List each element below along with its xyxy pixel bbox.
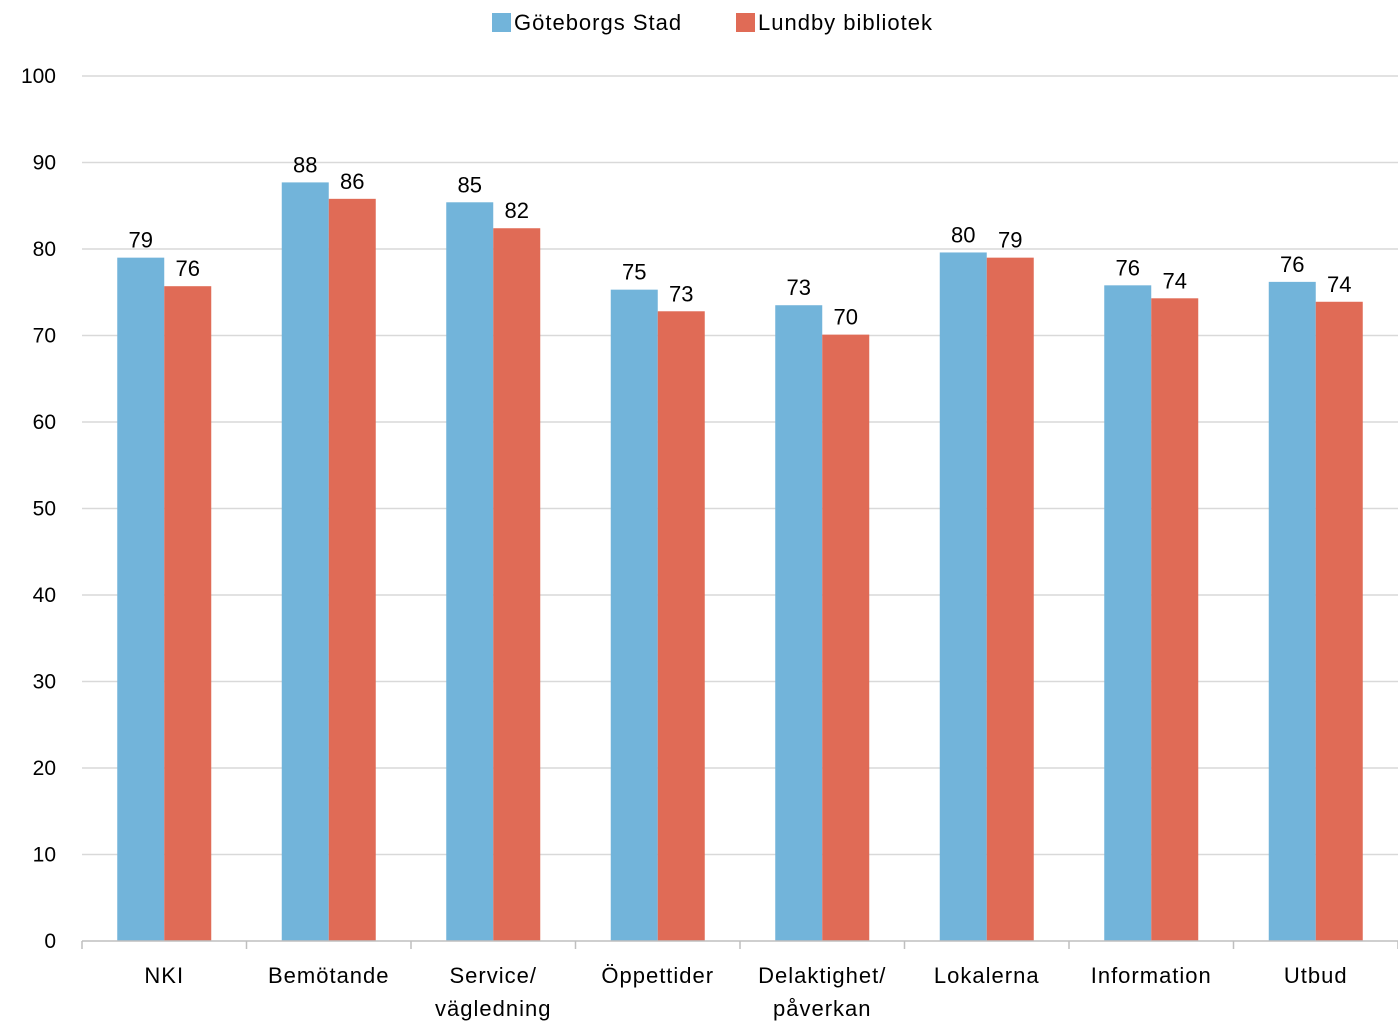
x-category-label: Lokalerna: [934, 963, 1040, 988]
legend-label-lundby-bibliotek: Lundby bibliotek: [758, 10, 933, 35]
bar-lundby-bibliotek: [822, 334, 870, 941]
bar-goteborgs-stad: [281, 182, 329, 941]
data-label: 70: [834, 305, 858, 330]
y-tick-label: 80: [33, 238, 56, 261]
bar-goteborgs-stad: [939, 252, 987, 941]
data-label: 73: [669, 281, 693, 306]
y-tick-label: 60: [33, 411, 56, 434]
data-label: 76: [1280, 252, 1304, 277]
bar-goteborgs-stad: [775, 305, 823, 942]
x-axis: NKI Bemötande Service/vägledning Öppettider…: [81, 940, 1398, 1021]
bar-lundby-bibliotek: [986, 257, 1034, 941]
y-tick-label: 100: [21, 65, 56, 88]
x-category-label: påverkan: [773, 996, 872, 1021]
data-label: 82: [505, 198, 529, 223]
x-category-label: Delaktighet/: [758, 963, 886, 988]
data-label: 79: [998, 228, 1022, 253]
bar-lundby-bibliotek: [1151, 298, 1199, 941]
bars: [117, 182, 1363, 942]
data-label: 88: [293, 152, 317, 177]
data-label: 76: [176, 256, 200, 281]
bar-goteborgs-stad: [117, 257, 165, 941]
legend: Göteborgs Stad Lundby bibliotek: [492, 10, 933, 35]
x-category-label: Utbud: [1284, 963, 1348, 988]
bar-goteborgs-stad: [1268, 281, 1316, 941]
data-label: 86: [340, 169, 364, 194]
data-label: 79: [129, 228, 153, 253]
bar-goteborgs-stad: [1104, 285, 1152, 942]
x-category-label: Service/: [450, 963, 537, 988]
data-label: 80: [951, 222, 975, 247]
data-label: 76: [1116, 255, 1140, 280]
bar-lundby-bibliotek: [328, 198, 376, 941]
bar-goteborgs-stad: [610, 289, 658, 941]
y-axis: 0 10 20 30 40 50 60 70 80 90 100: [21, 65, 56, 953]
data-label: 73: [787, 275, 811, 300]
legend-swatch-lundby-bibliotek: [736, 13, 755, 32]
y-tick-label: 20: [33, 757, 56, 780]
y-tick-label: 90: [33, 152, 56, 175]
bar-lundby-bibliotek: [493, 228, 541, 942]
y-tick-label: 70: [33, 325, 56, 348]
x-category-label: Bemötande: [268, 963, 390, 988]
bar-lundby-bibliotek: [1315, 301, 1363, 941]
y-tick-label: 0: [44, 930, 56, 953]
x-category-label: Öppettider: [601, 963, 714, 988]
legend-label-goteborgs-stad: Göteborgs Stad: [514, 10, 682, 35]
data-label: 74: [1163, 268, 1187, 293]
bar-goteborgs-stad: [446, 202, 494, 942]
y-tick-label: 10: [33, 844, 56, 867]
y-tick-label: 30: [33, 671, 56, 694]
x-category-label: Information: [1091, 963, 1212, 988]
data-label: 85: [458, 172, 482, 197]
data-labels: 79 76 88 86 85 82 75 73 73 70 80 79 76 74 76 74: [129, 152, 1352, 329]
data-label: 75: [622, 260, 646, 285]
x-category-label: NKI: [144, 963, 184, 988]
legend-swatch-goteborgs-stad: [492, 13, 511, 32]
y-tick-label: 40: [33, 584, 56, 607]
bar-lundby-bibliotek: [164, 286, 212, 941]
bar-lundby-bibliotek: [657, 311, 705, 941]
x-category-label: vägledning: [435, 996, 551, 1021]
gridlines: [82, 75, 1398, 856]
data-label: 74: [1327, 272, 1351, 297]
y-tick-label: 50: [33, 498, 56, 521]
